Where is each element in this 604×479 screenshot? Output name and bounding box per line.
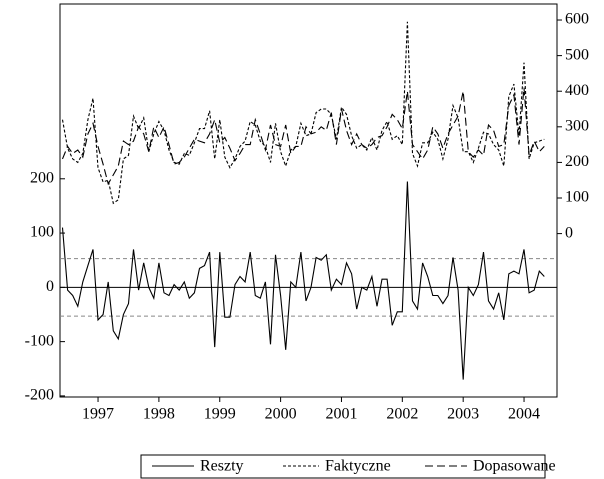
- legend-label: Faktyczne: [325, 458, 391, 475]
- y-tick-label: 200: [30, 169, 54, 186]
- y2-tick-label: 200: [565, 153, 589, 170]
- x-tick-label: 2004: [508, 406, 540, 423]
- y-tick-label: -200: [25, 387, 54, 404]
- x-tick-label: 2000: [265, 406, 297, 423]
- plot-frame: [59, 3, 558, 398]
- y2-tick-label: 500: [565, 46, 589, 63]
- y2-tick-label: 100: [565, 189, 589, 206]
- legend-label: Reszty: [200, 458, 244, 475]
- y2-tick-label: 0: [565, 224, 573, 241]
- x-tick-label: 1999: [204, 406, 236, 423]
- x-tick-label: 1997: [82, 406, 114, 423]
- y-tick-label: 0: [46, 278, 54, 295]
- legend-box: [140, 454, 546, 479]
- x-tick-label: 2003: [447, 406, 479, 423]
- y2-tick-label: 400: [565, 82, 589, 99]
- legend-label: Dopasowane: [473, 458, 556, 475]
- series-line: [61, 87, 545, 186]
- y2-tick-label: 600: [565, 11, 589, 28]
- x-tick-label: 1998: [143, 406, 175, 423]
- series-line: [61, 21, 545, 205]
- y-tick-label: -100: [25, 332, 54, 349]
- y-tick-label: 100: [30, 224, 54, 241]
- series-line: [61, 181, 545, 380]
- x-tick-label: 2001: [325, 406, 357, 423]
- y2-tick-label: 300: [565, 117, 589, 134]
- x-tick-label: 2002: [386, 406, 418, 423]
